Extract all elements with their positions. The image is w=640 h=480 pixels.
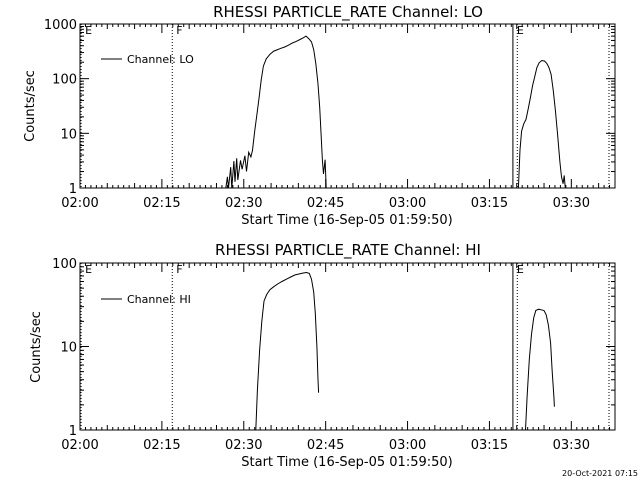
chart-title-hi: RHESSI PARTICLE_RATE Channel: HI: [215, 241, 481, 260]
series-lines-hi: [255, 271, 555, 431]
x-tick-label: 02:15: [143, 196, 180, 211]
x-tick-label: 02:30: [225, 438, 262, 453]
series-line-segment: [255, 271, 320, 431]
x-tick-label: 02:00: [61, 438, 98, 453]
series-lines-lo: [225, 35, 566, 189]
x-tick-label: 03:30: [553, 438, 590, 453]
y-axis-label-lo: Counts/sec: [23, 70, 38, 142]
axis-ticks-lo: 02:00 02:15 02:30 02:45 03:00 03:15 03:30 1 10 10…: [44, 18, 616, 211]
x-axis-label-hi: Start Time (16-Sep-05 01:59:50): [241, 455, 452, 470]
series-line-segment: [225, 35, 327, 189]
y-tick-label: 10: [60, 127, 77, 142]
x-axis-label-lo: Start Time (16-Sep-05 01:59:50): [241, 213, 452, 228]
legend-label-lo: Channel: LO: [127, 53, 194, 66]
series-line-segment: [525, 308, 555, 431]
legend-label-hi: Channel: HI: [127, 293, 191, 306]
plot-frame-lo: [79, 23, 616, 189]
generation-timestamp: 20-Oct-2021 07:15: [562, 469, 638, 478]
y-tick-label: 100: [52, 257, 77, 272]
event-marker-label: E: [517, 263, 524, 276]
legend-lo: Channel: LO: [101, 53, 194, 66]
x-tick-label: 03:00: [389, 438, 426, 453]
x-tick-label: 02:45: [307, 438, 344, 453]
y-tick-label: 10: [60, 341, 77, 356]
series-line-segment: [517, 59, 566, 189]
chart-panel-hi: RHESSI PARTICLE_RATE Channel: HI 02:00 02…: [29, 241, 616, 470]
y-axis-label-hi: Counts/sec: [29, 311, 44, 383]
axis-ticks-hi: 02:00 02:15 02:30 02:45 03:00 03:15 03:30 1 10 10…: [52, 257, 616, 453]
x-tick-label: 03:30: [553, 196, 590, 211]
y-tick-label: 1: [69, 424, 77, 439]
plot-frame-hi: [79, 262, 616, 431]
x-tick-label: 02:00: [61, 196, 98, 211]
y-tick-label: 100: [52, 73, 77, 88]
x-tick-label: 02:45: [307, 196, 344, 211]
chart-title-lo: RHESSI PARTICLE_RATE Channel: LO: [213, 3, 483, 22]
y-tick-label: 1000: [44, 18, 77, 33]
x-tick-label: 02:30: [225, 196, 262, 211]
x-tick-label: 03:15: [471, 438, 508, 453]
event-marker-label: F: [176, 263, 182, 276]
chart-panel-lo: RHESSI PARTICLE_RATE Channel: LO 02:00 02…: [23, 3, 616, 228]
event-marker-label: E: [517, 24, 524, 37]
event-marker-label: E: [85, 24, 92, 37]
x-tick-label: 03:00: [389, 196, 426, 211]
legend-hi: Channel: HI: [101, 293, 191, 306]
x-tick-label: 03:15: [471, 196, 508, 211]
y-tick-label: 1: [69, 182, 77, 197]
event-marker-label: F: [176, 24, 182, 37]
event-marker-label: E: [85, 263, 92, 276]
x-tick-label: 02:15: [143, 438, 180, 453]
